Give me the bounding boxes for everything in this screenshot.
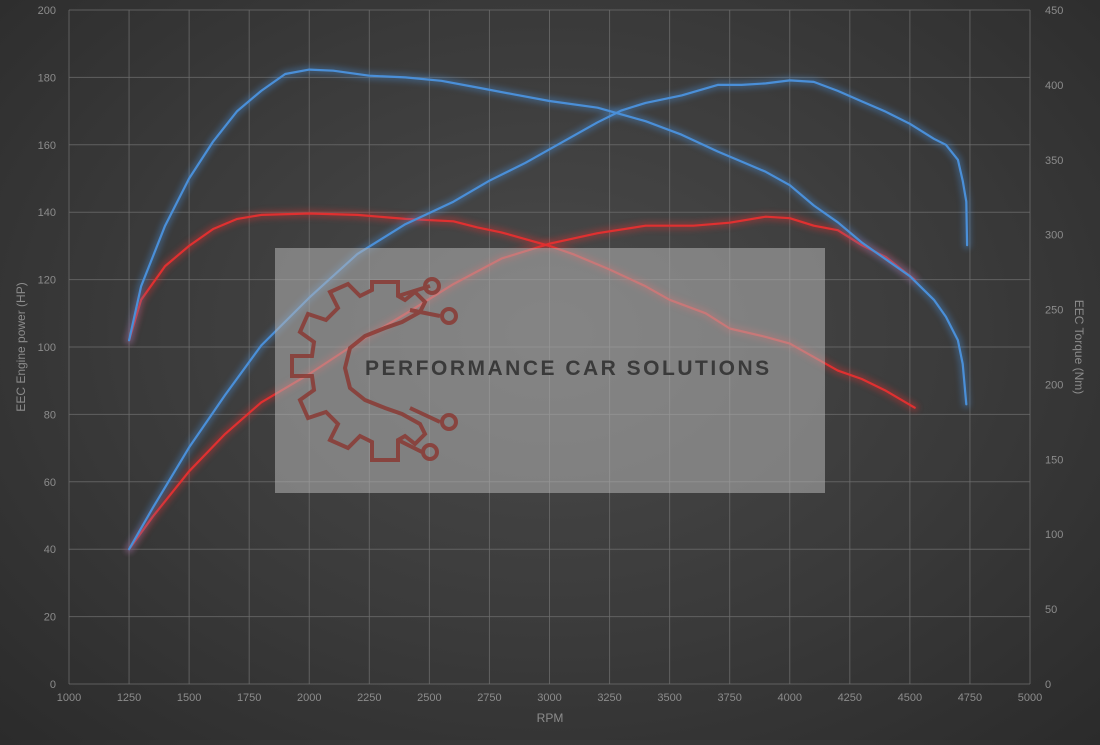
- x-tick-label: 5000: [1018, 692, 1042, 704]
- x-tick-label: 4500: [898, 692, 922, 704]
- x-tick-label: 4750: [958, 692, 982, 704]
- x-tick-label: 1500: [177, 692, 201, 704]
- left-y-tick-label: 100: [38, 342, 56, 354]
- right-y-tick-label: 450: [1045, 5, 1063, 17]
- right-y-tick-label: 0: [1045, 679, 1051, 691]
- tick-labels: 1000 1250 1500 1750 2000 2250 2500 2750 3000 3250…: [38, 5, 1064, 704]
- left-y-tick-label: 40: [44, 544, 56, 556]
- x-tick-label: 1000: [57, 692, 81, 704]
- watermark-panel: [275, 248, 825, 493]
- x-tick-label: 2000: [297, 692, 321, 704]
- right-y-tick-label: 50: [1045, 604, 1057, 616]
- x-tick-label: 2750: [477, 692, 501, 704]
- x-tick-label: 2500: [417, 692, 441, 704]
- x-tick-label: 3750: [717, 692, 741, 704]
- x-tick-label: 3500: [657, 692, 681, 704]
- watermark: PERFORMANCE CAR SOLUTIONS: [275, 248, 825, 493]
- series-line-2: [128, 215, 916, 551]
- gear-circuit-logo-icon: [290, 277, 458, 462]
- left-y-tick-label: 180: [38, 72, 56, 84]
- left-y-tick-label: 140: [38, 207, 56, 219]
- right-y-tick-label: 250: [1045, 305, 1063, 317]
- watermark-text: PERFORMANCE CAR SOLUTIONS: [365, 357, 772, 380]
- x-tick-label: 4250: [838, 692, 862, 704]
- right-y-tick-label: 400: [1045, 80, 1063, 92]
- left-y-tick-label: 80: [44, 409, 56, 421]
- right-y-tick-label: 350: [1045, 155, 1063, 167]
- right-y-tick-label: 100: [1045, 529, 1063, 541]
- left-y-axis-title: EEC Engine power (HP): [14, 282, 28, 411]
- series-line-3: [128, 68, 968, 406]
- left-y-tick-label: 60: [44, 477, 56, 489]
- x-axis-title: RPM: [537, 711, 564, 725]
- left-y-tick-label: 160: [38, 140, 56, 152]
- left-y-tick-label: 20: [44, 612, 56, 624]
- right-y-tick-label: 150: [1045, 454, 1063, 466]
- x-tick-label: 3000: [537, 692, 561, 704]
- right-y-axis-title: EEC Torque (Nm): [1072, 300, 1086, 394]
- x-tick-label: 1250: [117, 692, 141, 704]
- left-y-tick-label: 200: [38, 5, 56, 17]
- x-tick-label: 3250: [597, 692, 621, 704]
- left-y-tick-label: 120: [38, 275, 56, 287]
- right-y-tick-label: 300: [1045, 230, 1063, 242]
- right-y-tick-label: 200: [1045, 379, 1063, 391]
- left-y-tick-label: 0: [50, 679, 56, 691]
- x-tick-label: 4000: [778, 692, 802, 704]
- x-tick-label: 2250: [357, 692, 381, 704]
- x-tick-label: 1750: [237, 692, 261, 704]
